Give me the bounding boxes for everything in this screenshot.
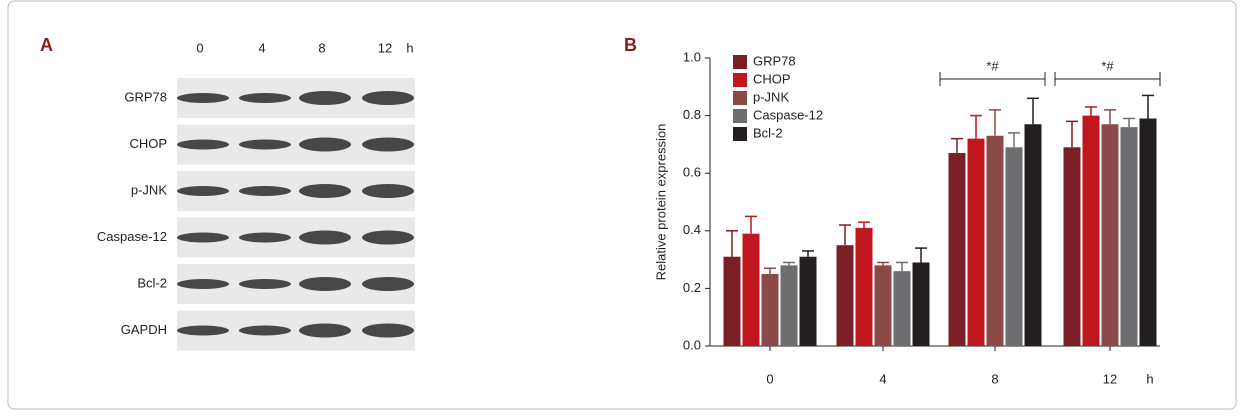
blot-band xyxy=(177,93,229,103)
y-tick-label: 0.2 xyxy=(683,280,701,295)
y-tick-label: 0.8 xyxy=(683,107,701,122)
bar xyxy=(913,262,930,346)
bar xyxy=(968,139,985,346)
legend-label: Caspase-12 xyxy=(753,107,823,122)
blot-band xyxy=(177,326,229,336)
x-tick-label: 4 xyxy=(879,371,886,386)
panel-label: A xyxy=(40,35,53,55)
blot-band xyxy=(362,231,414,245)
bar xyxy=(1102,124,1119,346)
bar xyxy=(743,234,760,346)
blot-band xyxy=(362,277,414,291)
significance-bracket xyxy=(1055,72,1160,86)
bar xyxy=(837,245,854,346)
blot-band xyxy=(239,140,291,150)
bar xyxy=(1121,127,1138,346)
blot-band xyxy=(177,140,229,150)
blot-band xyxy=(177,186,229,196)
bar xyxy=(1064,147,1081,346)
legend-swatch xyxy=(733,127,747,141)
significance-bracket xyxy=(940,72,1045,86)
y-tick-label: 0.4 xyxy=(683,222,701,237)
blot-band xyxy=(239,186,291,196)
y-tick-label: 1.0 xyxy=(683,49,701,64)
significance-label: *# xyxy=(1101,58,1114,73)
bar xyxy=(762,274,779,346)
x-tick-label: 8 xyxy=(991,371,998,386)
row-label: Bcl-2 xyxy=(137,275,167,290)
legend-swatch xyxy=(733,73,747,87)
lane-label: 12 xyxy=(378,40,392,55)
blot-band xyxy=(239,93,291,103)
x-tick-label: 0 xyxy=(766,371,773,386)
blot-band xyxy=(299,277,351,291)
bar xyxy=(800,257,817,346)
legend-swatch xyxy=(733,109,747,123)
blot-band xyxy=(362,138,414,152)
blot-band xyxy=(299,231,351,245)
bar xyxy=(724,257,741,346)
blot-band xyxy=(299,91,351,105)
row-label: GRP78 xyxy=(124,89,167,104)
row-label: CHOP xyxy=(129,136,167,151)
bar xyxy=(1006,147,1023,346)
row-label: p-JNK xyxy=(131,182,167,197)
legend-label: CHOP xyxy=(753,71,791,86)
y-tick-label: 0.6 xyxy=(683,165,701,180)
legend-label: p-JNK xyxy=(753,89,789,104)
legend-label: GRP78 xyxy=(753,53,796,68)
legend-label: Bcl-2 xyxy=(753,125,783,140)
blot-band xyxy=(299,324,351,338)
bar xyxy=(894,271,911,346)
legend-swatch xyxy=(733,91,747,105)
y-tick-label: 0.0 xyxy=(683,337,701,352)
legend-swatch xyxy=(733,55,747,69)
bar xyxy=(1140,118,1157,346)
blot-band xyxy=(362,324,414,338)
lane-label: 8 xyxy=(318,40,325,55)
x-unit: h xyxy=(1146,371,1153,386)
blot-band xyxy=(362,91,414,105)
bar xyxy=(875,265,892,346)
blot-band xyxy=(239,326,291,336)
bar xyxy=(781,265,798,346)
bar xyxy=(1083,116,1100,346)
y-axis-label: Relative protein expression xyxy=(653,124,668,281)
blot-band xyxy=(362,184,414,198)
lane-label: 0 xyxy=(196,40,203,55)
bar xyxy=(856,228,873,346)
lane-label: 4 xyxy=(258,40,265,55)
blot-band xyxy=(239,233,291,243)
bar xyxy=(949,153,966,346)
x-tick-label: 12 xyxy=(1103,371,1117,386)
blot-band xyxy=(299,138,351,152)
bar xyxy=(1025,124,1042,346)
blot-band xyxy=(299,184,351,198)
blot-band xyxy=(177,279,229,289)
unit-label: h xyxy=(406,40,413,55)
row-label: GAPDH xyxy=(121,322,167,337)
significance-label: *# xyxy=(986,58,999,73)
blot-band xyxy=(239,279,291,289)
blot-band xyxy=(177,233,229,243)
bar xyxy=(987,136,1004,346)
figure: A B 0 4 8 12 h GRP78 CHOP p-JNK Caspase-12 Bcl-2 G… xyxy=(0,0,1245,420)
panel-label: B xyxy=(624,35,637,55)
row-label: Caspase-12 xyxy=(97,229,167,244)
